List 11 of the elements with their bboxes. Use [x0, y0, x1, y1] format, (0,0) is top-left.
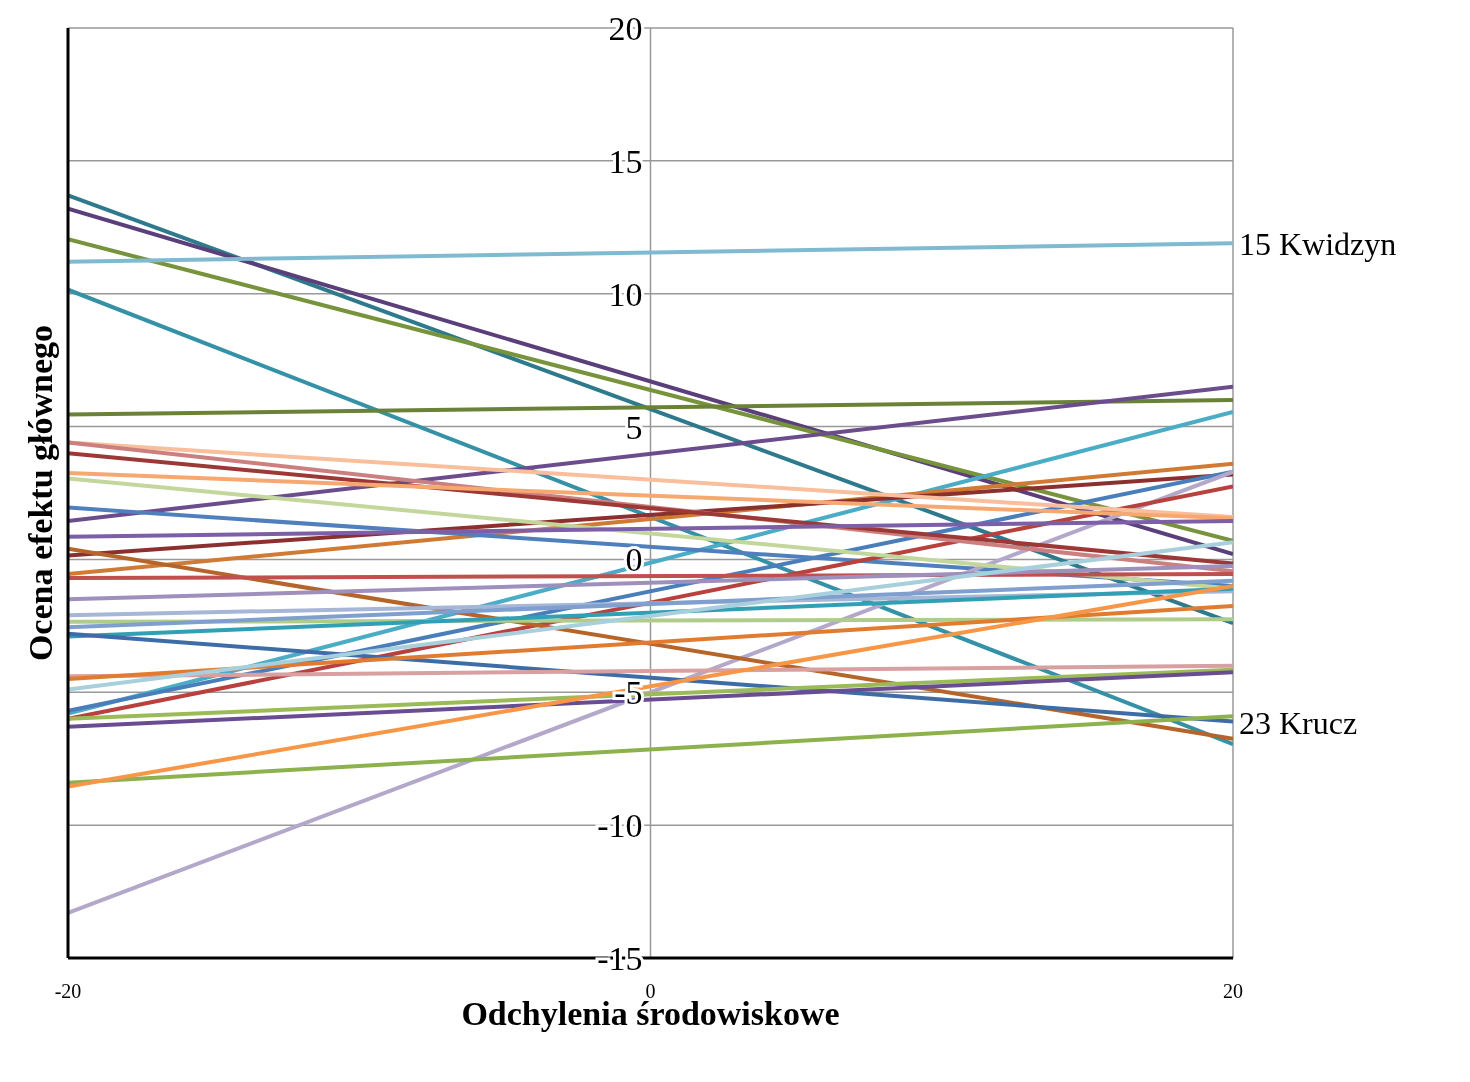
y-tick-label: 15: [608, 142, 643, 180]
series-label: 15 Kwidzyn: [1239, 226, 1397, 263]
x-tick-label: 20: [1223, 980, 1243, 1003]
y-axis-title: Ocena efektu głównego: [21, 324, 59, 662]
y-tick-label: -5: [614, 674, 643, 712]
x-tick-label: -20: [54, 980, 82, 1003]
series-label: 23 Krucz: [1239, 704, 1358, 741]
y-tick-label: -10: [597, 807, 643, 845]
y-tick-label: 10: [608, 275, 643, 313]
y-tick-label: 5: [625, 408, 643, 446]
y-tick-label: 20: [608, 10, 643, 47]
